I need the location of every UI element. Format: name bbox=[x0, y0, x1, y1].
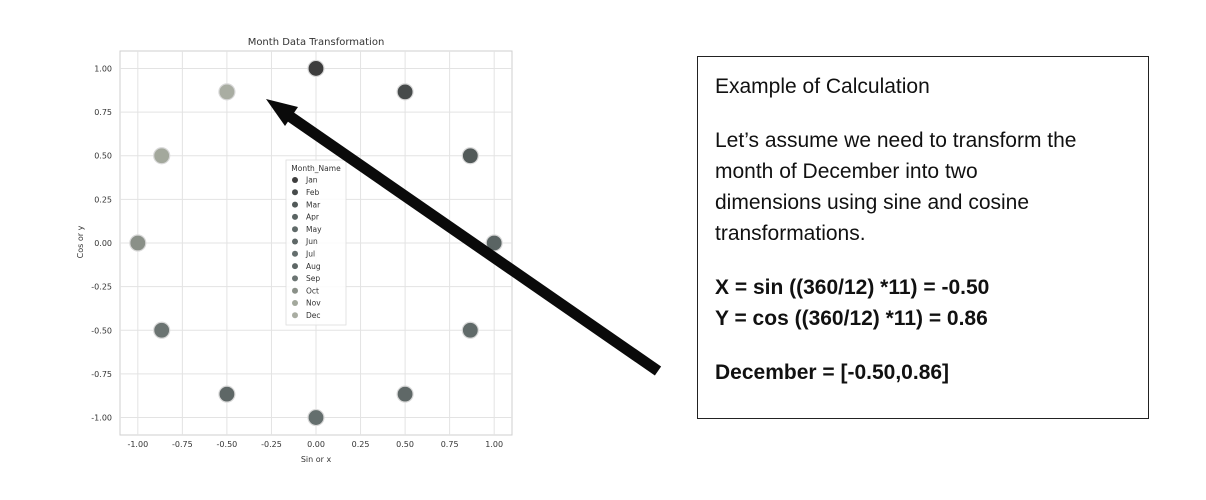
x-tick-label: 1.00 bbox=[485, 440, 503, 449]
x-tick-label: 0.75 bbox=[441, 440, 459, 449]
legend-marker-may bbox=[292, 226, 298, 233]
calc-paragraph-line: month of December into two bbox=[715, 160, 978, 183]
legend-label-jun: Jun bbox=[305, 237, 318, 246]
data-point-apr bbox=[485, 234, 503, 252]
legend-marker-mar bbox=[292, 201, 298, 208]
legend-marker-nov bbox=[292, 300, 298, 306]
tick-labels: -1.00 -0.75 -0.50 -0.25 0.00 0.25 0.50 0.75 1.00… bbox=[91, 64, 503, 449]
legend-marker-jun bbox=[292, 238, 298, 245]
legend-label-nov: Nov bbox=[306, 299, 321, 308]
legend-marker-aug bbox=[292, 263, 298, 270]
data-point-jul bbox=[307, 408, 325, 427]
y-axis-title: Cos or y bbox=[76, 225, 85, 258]
legend-label-mar: Mar bbox=[306, 200, 321, 209]
legend: Month_Name Jan Feb Mar Apr May Jun Jul Aug Sep Oc… bbox=[285, 159, 347, 326]
data-point-may bbox=[461, 321, 479, 339]
chart-title: Month Data Transformation bbox=[248, 37, 385, 48]
data-point-jun bbox=[396, 385, 414, 403]
legend-marker-jan bbox=[292, 177, 298, 183]
legend-marker-oct bbox=[292, 287, 298, 294]
x-tick-label: 0.25 bbox=[352, 440, 370, 449]
data-point-mar bbox=[461, 147, 479, 165]
y-tick-label: 0.75 bbox=[94, 108, 112, 117]
x-tick-label: -1.00 bbox=[127, 440, 148, 449]
arrow-head bbox=[266, 99, 298, 126]
legend-marker-feb bbox=[292, 189, 298, 196]
x-tick-label: -0.25 bbox=[261, 440, 282, 449]
legend-label-sep: Sep bbox=[306, 274, 320, 283]
legend-label-jan: Jan bbox=[305, 176, 318, 185]
legend-marker-apr bbox=[292, 213, 298, 220]
y-tick-label: -0.50 bbox=[91, 326, 112, 335]
calc-paragraph-line: Let’s assume we need to transform the bbox=[715, 129, 1077, 152]
legend-marker-jul bbox=[292, 250, 298, 257]
legend-marker-sep bbox=[292, 275, 298, 282]
data-point-nov bbox=[153, 147, 171, 165]
legend-label-dec: Dec bbox=[306, 311, 321, 320]
calculation-box: Example of Calculation Let’s assume we n… bbox=[697, 56, 1149, 419]
legend-label-feb: Feb bbox=[306, 188, 320, 197]
arrow-shaft bbox=[281, 108, 662, 376]
data-points bbox=[129, 59, 503, 427]
spacer bbox=[715, 334, 1132, 357]
december-result: December = [-0.50,0.86] bbox=[715, 361, 950, 384]
y-tick-label: 0.50 bbox=[94, 152, 112, 161]
legend-label-may: May bbox=[306, 225, 322, 234]
y-tick-label: -1.00 bbox=[91, 414, 112, 423]
legend-marker-dec bbox=[292, 312, 298, 319]
x-formula: X = sin ((360/12) *11) = -0.50 bbox=[715, 276, 990, 299]
calc-paragraph-line: transformations. bbox=[715, 222, 866, 245]
y-tick-label: -0.25 bbox=[91, 283, 112, 292]
data-point-oct bbox=[129, 234, 147, 252]
x-tick-label: -0.50 bbox=[217, 440, 238, 449]
calc-paragraph-line: dimensions using sine and cosine bbox=[715, 191, 1030, 214]
y-tick-label: 0.25 bbox=[94, 195, 112, 204]
legend-label-jul: Jul bbox=[305, 250, 315, 259]
calc-paragraph: Let’s assume we need to transform the mo… bbox=[715, 125, 1132, 249]
data-point-aug bbox=[218, 385, 236, 403]
data-point-feb bbox=[396, 83, 414, 101]
y-formula: Y = cos ((360/12) *11) = 0.86 bbox=[715, 307, 988, 330]
legend-label-aug: Aug bbox=[306, 262, 321, 271]
data-point-dec bbox=[218, 83, 236, 101]
legend-label-apr: Apr bbox=[306, 213, 320, 222]
data-point-sep bbox=[153, 321, 171, 339]
y-tick-label: 1.00 bbox=[94, 64, 112, 73]
calc-heading: Example of Calculation bbox=[715, 75, 930, 98]
data-point-jan bbox=[307, 59, 325, 78]
legend-title: Month_Name bbox=[291, 164, 341, 173]
y-tick-label: -0.75 bbox=[91, 370, 112, 379]
legend-label-oct: Oct bbox=[306, 286, 319, 295]
y-tick-label: 0.00 bbox=[94, 239, 112, 248]
x-tick-label: 0.50 bbox=[396, 440, 414, 449]
month-transformation-chart: Month Data Transformation -1.00 -0.75 -0.5… bbox=[76, 37, 662, 464]
arrow-annotation bbox=[266, 99, 662, 376]
x-tick-label: 0.00 bbox=[307, 440, 325, 449]
x-axis-title: Sin or x bbox=[301, 455, 332, 464]
x-tick-label: -0.75 bbox=[172, 440, 193, 449]
